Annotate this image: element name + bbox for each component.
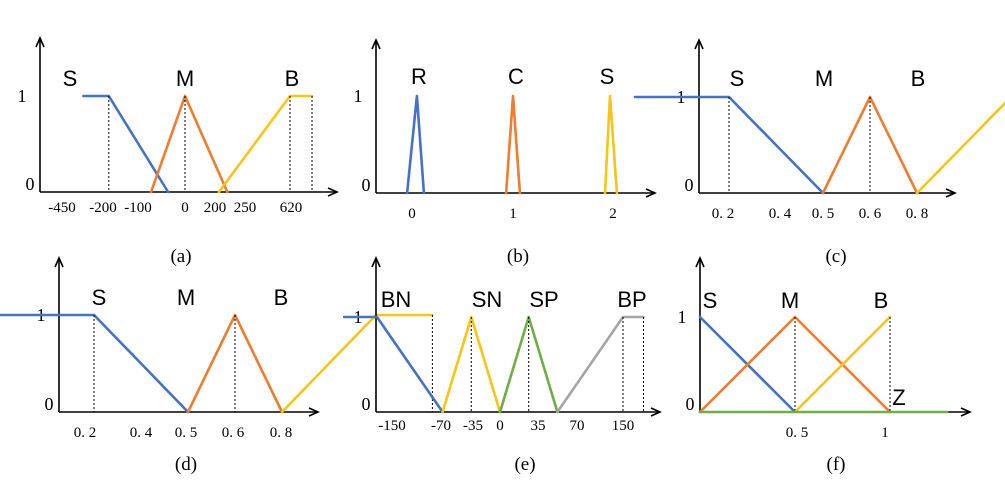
- x-tick-label: 200: [204, 200, 227, 216]
- y-label-zero: 0: [362, 175, 371, 195]
- x-tick-label: 0. 6: [859, 206, 882, 222]
- panel-f: 1 0 S M B Z 0. 5 1 (f): [678, 256, 972, 475]
- x-tick-label: 0. 4: [769, 206, 792, 222]
- y-label-zero: 0: [686, 394, 695, 414]
- x-tick-label: 0. 5: [175, 425, 198, 441]
- x-tick-label: 250: [234, 200, 257, 216]
- x-tick-label: -35: [463, 418, 483, 434]
- x-tick-label: 0. 6: [222, 425, 245, 441]
- set-label-r: R: [411, 64, 427, 89]
- x-tick-label: -100: [124, 200, 152, 216]
- y-label-zero: 0: [45, 394, 54, 414]
- y-axis-arrow: [54, 256, 64, 268]
- y-label-one: 1: [354, 86, 363, 106]
- x-tick-label: 0: [181, 200, 189, 216]
- set-label-s: S: [730, 66, 745, 91]
- set-label-bp: BP: [617, 287, 646, 312]
- set-label-bn: BN: [381, 287, 412, 312]
- set-label-m: M: [177, 285, 195, 310]
- x-tick-label: 2: [609, 206, 617, 222]
- y-label-zero: 0: [362, 394, 371, 414]
- set-label-b: B: [285, 66, 300, 91]
- set-label-sp: SP: [529, 287, 558, 312]
- panel-caption: (e): [514, 454, 535, 475]
- x-tick-label: 0. 8: [906, 206, 929, 222]
- y-axis-arrow: [695, 256, 705, 268]
- x-tick-label: -150: [378, 418, 406, 434]
- x-tick-label: 0. 5: [786, 425, 809, 441]
- x-tick-label: 0. 8: [270, 425, 293, 441]
- set-label-b: B: [274, 285, 289, 310]
- membership-b-line: [793, 315, 892, 414]
- x-axis-arrow: [960, 407, 972, 417]
- x-tick-label: 150: [612, 418, 635, 434]
- x-axis-arrow: [645, 188, 657, 198]
- x-tick-label: 35: [531, 418, 546, 434]
- panel-caption: (a): [170, 246, 191, 267]
- set-label-m: M: [781, 288, 799, 313]
- x-tick-label: 70: [570, 418, 585, 434]
- y-label-zero: 0: [685, 175, 694, 195]
- set-label-s: S: [92, 285, 107, 310]
- y-label-one: 1: [678, 307, 687, 327]
- set-label-b: B: [874, 288, 889, 313]
- set-label-c: C: [508, 64, 524, 89]
- x-tick-label: 0. 4: [130, 425, 153, 441]
- membership-b-line: [217, 94, 314, 194]
- x-tick-label: 0. 2: [74, 425, 97, 441]
- y-axis-arrow: [371, 256, 381, 268]
- x-tick-label: -450: [48, 200, 76, 216]
- x-tick-label: 1: [881, 425, 889, 441]
- set-label-sn: SN: [472, 287, 503, 312]
- x-axis-arrow: [327, 187, 339, 197]
- x-tick-label: 620: [280, 200, 303, 216]
- panel-d: 10S M B0. 2 0. 4 0. 5 0. 6 0. 8(d): [0, 256, 434, 475]
- set-label-m: M: [815, 66, 833, 91]
- y-axis-arrow: [694, 38, 704, 50]
- x-tick-label: 0. 2: [712, 206, 735, 222]
- x-axis-arrow: [308, 407, 320, 417]
- x-tick-label: 0: [408, 206, 416, 222]
- panel-a: 1 0 S M B -450 -200 -100 0 200 250 620 (a): [18, 36, 339, 267]
- panel-b: 1 0 R C S 0 1 2 (b): [354, 38, 657, 267]
- set-label-m: M: [176, 66, 194, 91]
- x-tick-label: -200: [89, 200, 117, 216]
- y-axis-arrow: [35, 36, 45, 48]
- membership-bp-line: [556, 315, 645, 414]
- membership-b-line: [915, 101, 1005, 195]
- x-tick-label: -70: [431, 418, 451, 434]
- panel-caption: (b): [507, 246, 529, 267]
- x-axis-arrow: [945, 188, 957, 198]
- panel-c: 10S M B0. 2 0. 4 0. 5 0. 6 0. 8(c): [633, 38, 1005, 267]
- membership-m-line: [149, 94, 229, 194]
- membership-c-line: [504, 94, 522, 195]
- membership-s-line: [603, 94, 619, 195]
- x-axis-arrow: [650, 407, 662, 417]
- x-tick-label: 1: [509, 206, 517, 222]
- set-label-s: S: [600, 64, 615, 89]
- panel-caption: (d): [175, 454, 197, 475]
- x-tick-label: 0: [496, 418, 504, 434]
- y-label-zero: 0: [26, 174, 35, 194]
- x-tick-label: 0. 5: [812, 206, 835, 222]
- set-label-s: S: [703, 288, 718, 313]
- membership-r-line: [405, 94, 426, 195]
- panel-caption: (f): [827, 454, 846, 475]
- y-axis-arrow: [371, 38, 381, 50]
- set-label-b: B: [911, 66, 926, 91]
- membership-bn-line: [342, 315, 444, 414]
- set-label-s: S: [63, 66, 78, 91]
- set-label-z: Z: [892, 385, 905, 410]
- y-label-one: 1: [18, 86, 27, 106]
- panel-caption: (c): [825, 246, 846, 267]
